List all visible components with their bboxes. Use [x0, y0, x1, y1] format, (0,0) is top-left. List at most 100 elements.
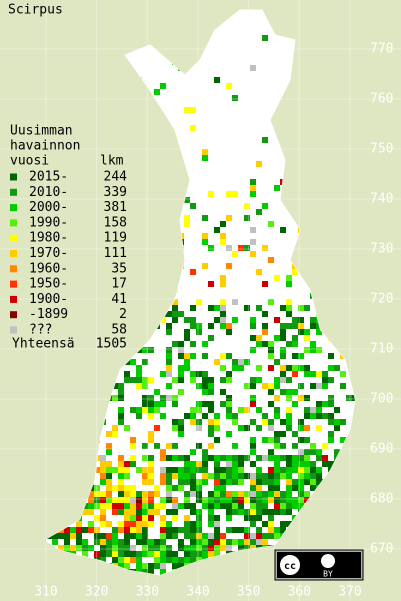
x-axis-label: 350 [237, 585, 260, 600]
observation-square [172, 443, 178, 449]
observation-square [256, 527, 262, 533]
observation-square [178, 479, 184, 485]
observation-square [244, 545, 250, 551]
observation-square [172, 557, 178, 563]
observation-square [274, 533, 280, 539]
observation-square [244, 215, 250, 221]
legend-heading: Uusimman [10, 124, 73, 139]
observation-square [340, 437, 346, 443]
observation-square [118, 461, 124, 467]
observation-square [124, 533, 130, 539]
observation-square [208, 305, 214, 311]
observation-square [190, 539, 196, 545]
observation-square [148, 497, 154, 503]
observation-square [124, 563, 130, 569]
observation-square [118, 557, 124, 563]
observation-square [82, 545, 88, 551]
observation-square [274, 473, 280, 479]
observation-square [178, 563, 184, 569]
observation-square [256, 269, 262, 275]
observation-square [292, 497, 298, 503]
observation-square [220, 233, 226, 239]
observation-square [226, 395, 232, 401]
observation-square [184, 329, 190, 335]
observation-square [250, 491, 256, 497]
observation-square [184, 359, 190, 365]
observation-square [178, 419, 184, 425]
observation-square [238, 407, 244, 413]
observation-square [226, 353, 232, 359]
observation-square [220, 533, 226, 539]
observation-square [160, 479, 166, 485]
observation-square [154, 545, 160, 551]
observation-square [106, 539, 112, 545]
observation-square [304, 479, 310, 485]
observation-square [286, 503, 292, 509]
observation-square [316, 479, 322, 485]
observation-square [106, 461, 112, 467]
observation-square [292, 335, 298, 341]
observation-square [76, 521, 82, 527]
observation-square [154, 89, 160, 95]
observation-square [346, 395, 352, 401]
observation-square [250, 479, 256, 485]
legend-swatch [10, 280, 17, 288]
observation-square [238, 359, 244, 365]
observation-square [136, 527, 142, 533]
observation-square [328, 413, 334, 419]
observation-square [160, 83, 166, 89]
observation-square [280, 521, 286, 527]
observation-square [280, 491, 286, 497]
observation-square [214, 305, 220, 311]
observation-square [280, 323, 286, 329]
observation-square [172, 497, 178, 503]
observation-square [190, 551, 196, 557]
observation-square [262, 281, 268, 287]
observation-square [202, 539, 208, 545]
observation-square [310, 347, 316, 353]
observation-square [106, 503, 112, 509]
observation-square [196, 383, 202, 389]
observation-square [274, 485, 280, 491]
observation-square [190, 533, 196, 539]
observation-square [208, 383, 214, 389]
license-badge: cc BY [274, 549, 364, 581]
observation-square [142, 347, 148, 353]
observation-square [274, 359, 280, 365]
observation-square [178, 377, 184, 383]
observation-square [274, 509, 280, 515]
observation-square [208, 539, 214, 545]
observation-square [310, 407, 316, 413]
observation-square [250, 509, 256, 515]
observation-square [172, 509, 178, 515]
observation-square [172, 467, 178, 473]
legend-count: 2 [119, 307, 127, 322]
legend-label: 1970- [29, 246, 68, 261]
observation-square [148, 407, 154, 413]
observation-square [202, 149, 208, 155]
observation-square [256, 503, 262, 509]
observation-square [226, 455, 232, 461]
observation-square [112, 527, 118, 533]
observation-square [304, 425, 310, 431]
observation-square [52, 533, 58, 539]
observation-square [244, 203, 250, 209]
observation-square [106, 533, 112, 539]
observation-square [184, 479, 190, 485]
observation-square [196, 461, 202, 467]
legend-swatch [10, 326, 17, 334]
observation-square [226, 431, 232, 437]
observation-square [274, 275, 280, 281]
observation-square [298, 467, 304, 473]
observation-square [112, 509, 118, 515]
observation-square [178, 431, 184, 437]
observation-square [268, 479, 274, 485]
legend-label: ??? [29, 323, 52, 338]
observation-square [214, 497, 220, 503]
observation-square [202, 155, 208, 161]
observation-square [214, 533, 220, 539]
observation-square [298, 395, 304, 401]
observation-square [226, 461, 232, 467]
observation-square [184, 317, 190, 323]
observation-square [292, 365, 298, 371]
